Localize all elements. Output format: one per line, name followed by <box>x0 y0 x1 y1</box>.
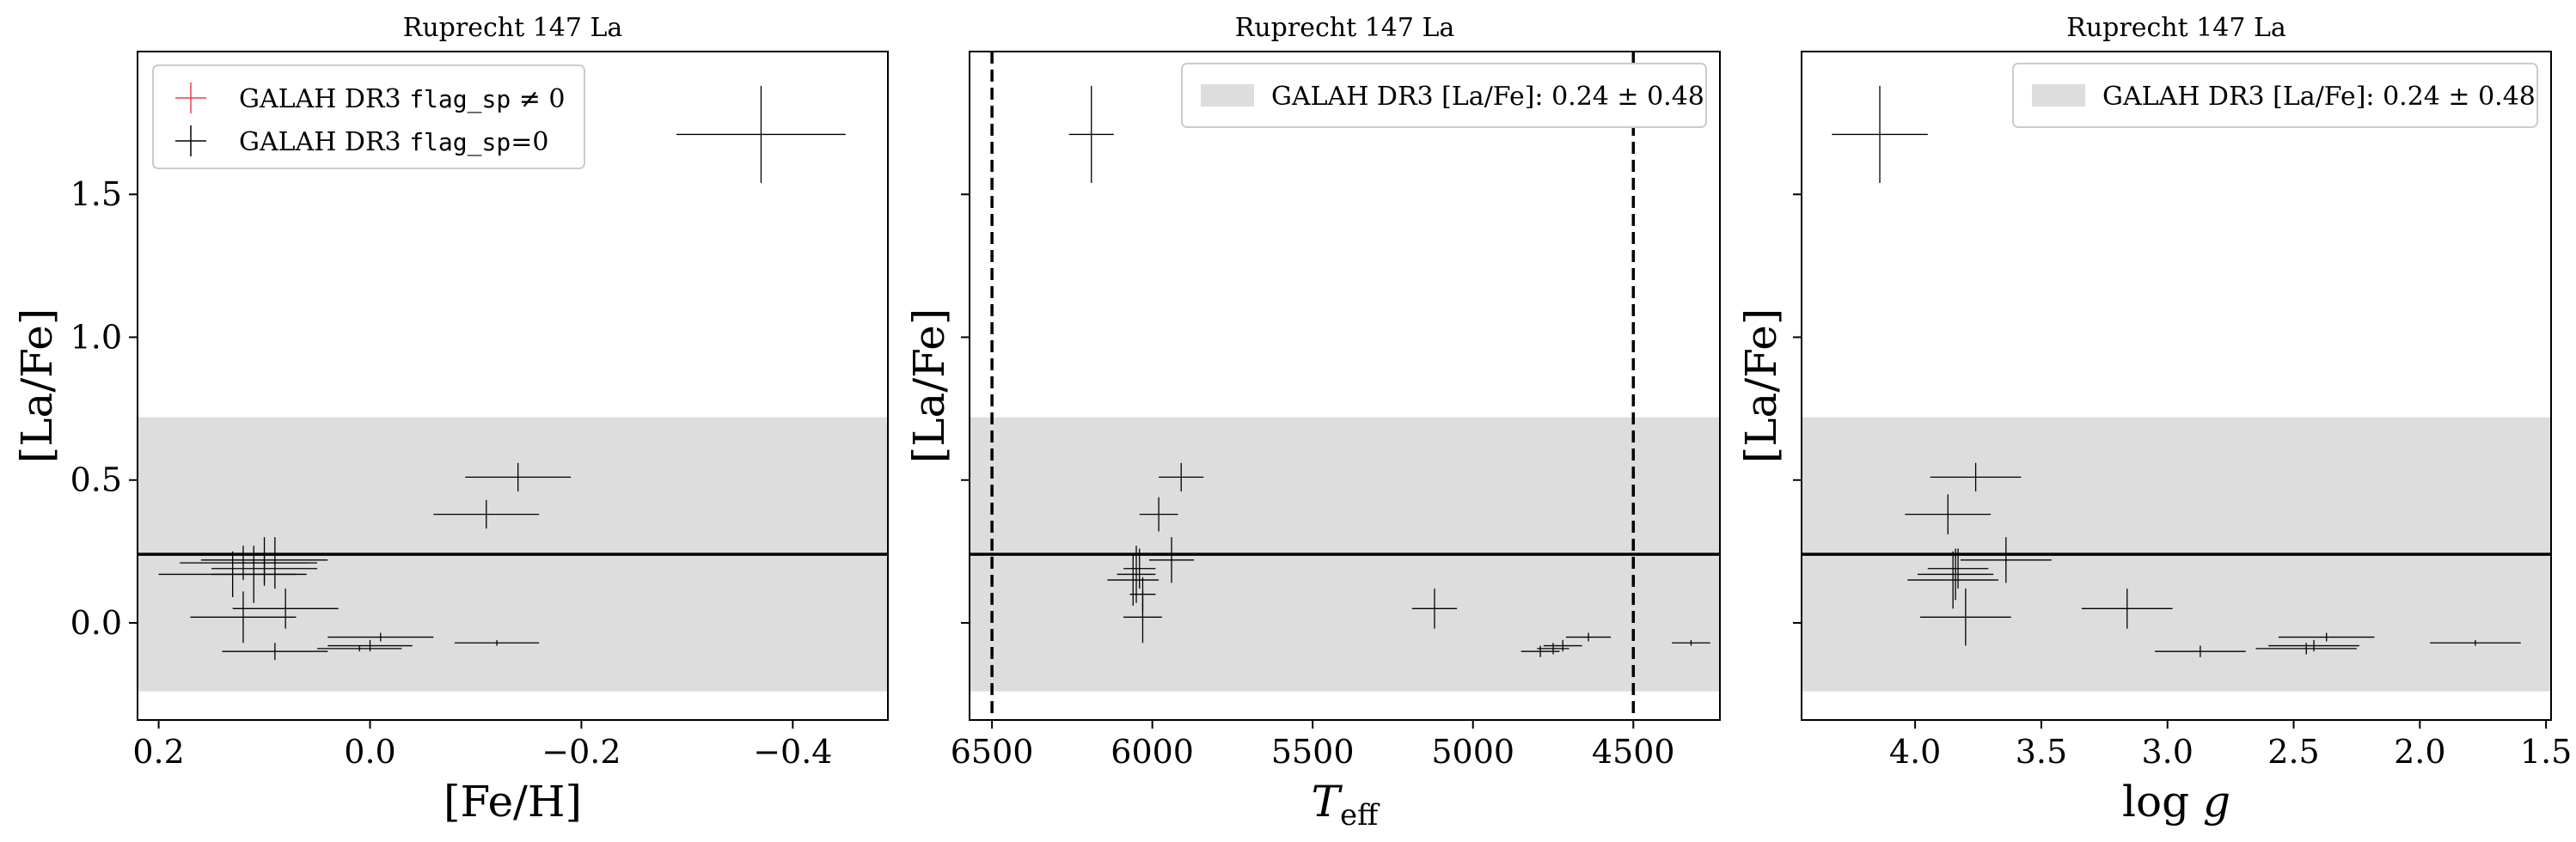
panel-3: 4.0 3.5 3.0 2.5 2.0 1.5 Ruprecht 147 La [La/Fe]… <box>1736 13 2572 827</box>
data-point <box>1565 632 1612 642</box>
x-axis-label: [Fe/H] <box>444 777 582 827</box>
x-tick-label: 2.0 <box>2394 733 2445 771</box>
y-tick-label: 0.0 <box>70 604 122 642</box>
x-tick-label: 0.0 <box>344 733 395 771</box>
data-point <box>1907 551 1999 609</box>
data-point <box>433 499 540 529</box>
panel-1: 0.2 0.0 −0.2 −0.4 0.0 0.5 1.0 1.5 Ruprecht 147 L… <box>12 13 889 827</box>
data-point <box>1068 85 1114 183</box>
data-point <box>2081 589 2173 629</box>
axes-frame <box>1801 51 2552 721</box>
y-tick-label: 0.5 <box>70 461 122 499</box>
legend-box <box>2012 63 2538 128</box>
y-tick-label: 1.5 <box>70 175 122 213</box>
data-point <box>2155 645 2246 657</box>
data-point <box>317 645 402 652</box>
x-axis-label: Teff <box>1312 777 1380 833</box>
chart-title: Ruprecht 147 La <box>1235 13 1455 43</box>
plot-area <box>970 52 1720 720</box>
y-axis-label: [La/Fe] <box>1736 308 1786 463</box>
data-point <box>200 537 328 583</box>
x-tick-label: 3.0 <box>2142 733 2194 771</box>
data-point <box>1107 554 1160 607</box>
chart-title: Ruprecht 147 La <box>2066 13 2286 43</box>
x-tick-label: 3.5 <box>2016 733 2067 771</box>
data-point <box>1919 589 2011 646</box>
panel-2: 6500 6000 5500 5000 4500 Ruprecht 147 La [La/F… <box>904 13 1721 833</box>
y-axis-label: [La/Fe] <box>12 308 62 463</box>
data-point <box>1148 537 1195 583</box>
x-tick-label: 0.2 <box>132 733 184 771</box>
data-point <box>190 591 297 644</box>
legend-swatch <box>2032 84 2085 107</box>
x-tick-label: −0.2 <box>542 733 621 771</box>
data-point <box>1123 591 1162 644</box>
data-point <box>232 589 339 629</box>
legend-entry-label: GALAH DR3 flag_sp=0 <box>239 127 548 157</box>
legend-box <box>152 64 585 169</box>
data-point <box>1411 589 1458 629</box>
data-point <box>1927 548 1989 589</box>
data-point <box>1930 462 2022 492</box>
data-point <box>1543 639 1582 652</box>
y-axis-label: [La/Fe] <box>904 308 954 463</box>
x-tick-label: −0.4 <box>753 733 832 771</box>
x-tick-label: 2.5 <box>2267 733 2319 771</box>
data-point <box>327 632 434 642</box>
x-tick-label: 6500 <box>951 733 1034 771</box>
data-point <box>1117 546 1156 603</box>
data-point <box>327 639 413 652</box>
data-point <box>2268 639 2359 652</box>
x-tick-label: 5000 <box>1431 733 1514 771</box>
data-point <box>222 643 328 661</box>
x-tick-label: 4500 <box>1592 733 1675 771</box>
data-point <box>1960 537 2052 583</box>
data-point <box>1537 643 1569 655</box>
data-point <box>1123 548 1156 589</box>
x-tick-label: 4.0 <box>1889 733 1941 771</box>
data-point <box>465 462 572 492</box>
legend-swatch <box>1201 84 1254 107</box>
data-point <box>1918 548 1994 601</box>
plot-area <box>1802 85 2551 692</box>
chart-title: Ruprecht 147 La <box>403 13 623 43</box>
legend-entry-label: GALAH DR3 [La/Fe]: 0.24 ± 0.48 <box>2102 82 2536 112</box>
x-tick-label: 5500 <box>1271 733 1355 771</box>
legend-box <box>1181 63 1707 128</box>
data-point <box>454 639 540 646</box>
x-tick-label: 1.5 <box>2520 733 2572 771</box>
axes-frame <box>137 51 889 721</box>
axes-frame <box>969 51 1721 721</box>
data-point <box>1672 639 1710 646</box>
data-point <box>211 546 297 603</box>
x-tick-label: 6000 <box>1111 733 1194 771</box>
data-point <box>2255 643 2357 655</box>
legend-entry-label: GALAH DR3 flag_sp ≠ 0 <box>239 84 566 114</box>
data-point <box>1905 494 1992 534</box>
data-point <box>2278 632 2375 642</box>
data-point <box>676 85 846 183</box>
legend-entry-label: GALAH DR3 [La/Fe]: 0.24 ± 0.48 <box>1271 82 1704 112</box>
data-point <box>2430 639 2521 646</box>
x-axis-label: log g <box>2122 777 2230 827</box>
y-tick-label: 1.0 <box>70 318 122 356</box>
data-point <box>1159 462 1204 492</box>
data-point <box>1832 85 1928 183</box>
data-point <box>232 537 318 589</box>
data-point <box>1139 497 1178 532</box>
plot-area <box>138 85 888 692</box>
